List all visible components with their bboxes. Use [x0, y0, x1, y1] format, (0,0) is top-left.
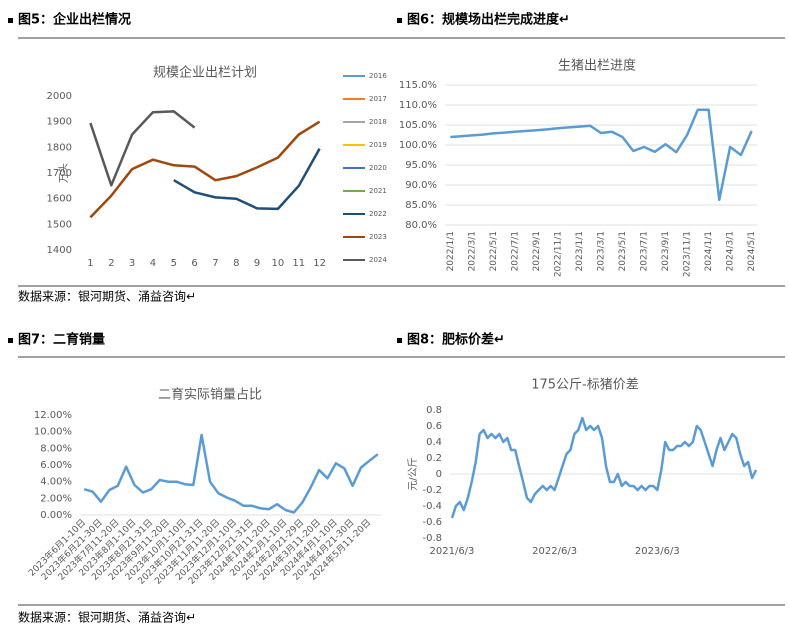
y-tick-label: -0.4 [422, 501, 442, 512]
x-tick-label: 8 [233, 258, 239, 269]
y-tick-label: 8.00% [40, 443, 72, 454]
x-tick-label: 2024/5/1 [747, 231, 757, 271]
y-tick-label: 95.0% [405, 160, 437, 171]
y-tick-label: 10.00% [34, 427, 72, 438]
y-tick-label: 12.00% [34, 410, 72, 421]
y-tick-label: 6.00% [40, 460, 72, 471]
y-tick-label: 2000 [47, 91, 72, 102]
caption: 图5：企业出栏情况 [18, 12, 131, 28]
chart-title: 规模企业出栏计划 [153, 65, 257, 81]
caption: 图6：规模场出栏完成进度↵ [407, 12, 570, 28]
y-tick-label: 105.0% [399, 120, 437, 131]
x-tick-label: 11 [292, 258, 305, 269]
legend-label: 2016 [369, 72, 387, 80]
bullet [397, 18, 402, 23]
legend-label: 2020 [369, 164, 387, 172]
series-line [89, 110, 196, 187]
x-tick-label: 2022/6/3 [532, 546, 577, 557]
y-axis-label: 元/公斤 [407, 457, 419, 490]
y-tick-label: 1800 [47, 142, 72, 153]
y-tick-label: 0.00% [40, 510, 72, 521]
y-tick-label: 1500 [47, 219, 72, 230]
x-tick-label: 1 [87, 258, 93, 269]
y-tick-label: 85.0% [405, 200, 437, 211]
x-tick-label: 2022/9/1 [532, 231, 542, 271]
legend-label: 2018 [369, 118, 387, 126]
y-tick-label: -0.6 [422, 517, 442, 528]
x-tick-label: 2024/3/1 [726, 231, 736, 271]
caption: 图8：肥标价差↵ [407, 332, 505, 348]
legend-label: 2017 [369, 95, 387, 103]
y-tick-label: 100.0% [399, 140, 437, 151]
chart-title: 175公斤-标猪价差 [531, 378, 639, 393]
y-tick-label: 80.0% [405, 220, 437, 231]
chart-title: 生猪出栏进度 [558, 58, 636, 74]
legend-label: 2021 [369, 187, 387, 195]
x-tick-label: 2023/5/1 [618, 231, 628, 271]
x-tick-label: 9 [254, 258, 260, 269]
series-line [450, 108, 753, 202]
y-tick-label: 0.2 [426, 453, 442, 464]
y-tick-label: 90.0% [405, 180, 437, 191]
x-tick-label: 2024/1/1 [704, 231, 714, 271]
x-tick-label: 2023/1/1 [575, 231, 585, 271]
y-tick-label: 2.00% [40, 493, 72, 504]
series-line [450, 416, 758, 519]
x-tick-label: 4 [150, 258, 156, 269]
y-tick-label: 1600 [47, 194, 72, 205]
x-tick-label: 2022/7/1 [510, 231, 520, 271]
source: 数据来源：银河期货、涌益咨询↵ [18, 289, 196, 304]
series-line [173, 147, 321, 211]
x-tick-label: 2023/11/1 [683, 231, 693, 277]
x-tick-label: 2 [108, 258, 114, 269]
x-tick-label: 3 [129, 258, 135, 269]
x-tick-label: 2022/1/1 [446, 231, 456, 271]
y-tick-label: 0 [436, 469, 442, 480]
x-tick-label: 2022/5/1 [489, 231, 499, 271]
x-tick-label: 2022/3/1 [467, 231, 477, 271]
x-tick-label: 10 [272, 258, 285, 269]
y-tick-label: 0.8 [426, 405, 442, 416]
chart-title: 二育实际销量占比 [158, 387, 262, 403]
y-tick-label: -0.8 [422, 533, 442, 544]
y-tick-label: 0.6 [426, 421, 442, 432]
legend-label: 2022 [369, 210, 387, 218]
y-tick-label: 1400 [47, 245, 72, 256]
x-tick-label: 12 [313, 258, 326, 269]
bullet [397, 338, 402, 343]
x-tick-label: 2023/9/1 [661, 231, 671, 271]
x-tick-label: 2023/3/1 [597, 231, 607, 271]
y-tick-label: 110.0% [399, 100, 437, 111]
x-tick-label: 2022/11/1 [553, 231, 563, 277]
series-line [83, 433, 379, 514]
source: 数据来源：银河期货、涌益咨询↵ [18, 610, 196, 625]
legend-label: 2023 [369, 233, 387, 241]
x-tick-label: 2023/6/3 [635, 546, 680, 557]
caption: 图7：二育销量 [18, 332, 105, 348]
y-tick-label: 1700 [47, 168, 72, 179]
y-tick-label: 0.4 [426, 437, 442, 448]
y-tick-label: 4.00% [40, 477, 72, 488]
x-tick-label: 2023/7/1 [640, 231, 650, 271]
x-tick-label: 7 [212, 258, 218, 269]
y-tick-label: 1900 [47, 117, 72, 128]
x-tick-label: 2021/6/3 [430, 546, 475, 557]
y-tick-label: 115.0% [399, 80, 437, 91]
legend-label: 2019 [369, 141, 387, 149]
bullet [8, 338, 13, 343]
legend-label: 2024 [369, 256, 387, 264]
bullet [8, 18, 13, 23]
x-tick-label: 6 [191, 258, 197, 269]
y-axis-label: 万头 [58, 163, 70, 183]
x-tick-label: 5 [171, 258, 177, 269]
y-tick-label: -0.2 [422, 485, 442, 496]
series-line [89, 120, 321, 219]
